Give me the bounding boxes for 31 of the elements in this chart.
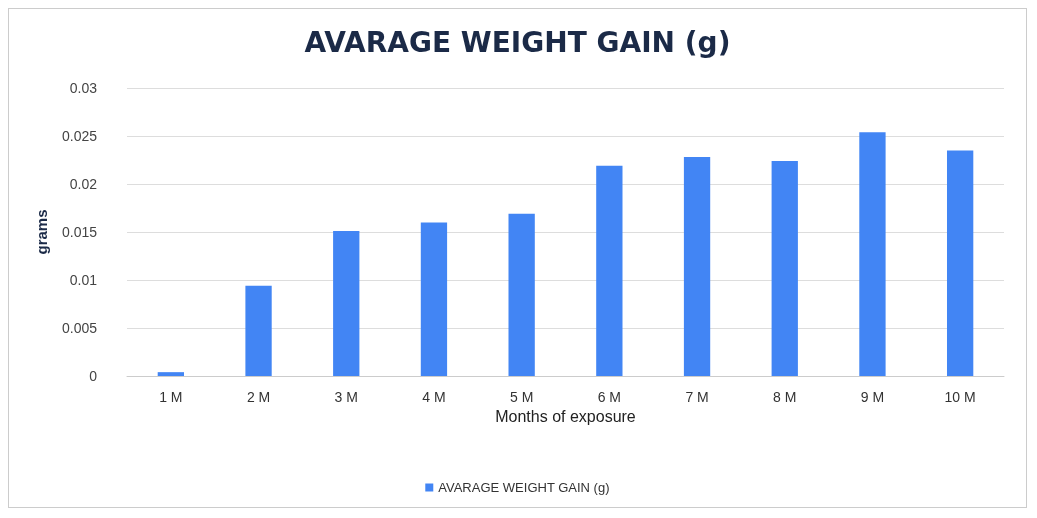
bar — [771, 160, 798, 376]
bar — [333, 231, 360, 376]
chart-title: AVARAGE WEIGHT GAIN (g) — [304, 25, 731, 59]
x-tick-label: 6 M — [597, 389, 622, 405]
bar — [596, 165, 623, 376]
x-tick-label: 9 M — [860, 389, 885, 405]
y-tick-label: 0.02 — [69, 176, 98, 192]
x-tick-label: 3 M — [334, 389, 358, 405]
y-tick-label: 0.015 — [61, 224, 98, 240]
x-tick-label: 2 M — [246, 389, 271, 405]
bar — [947, 150, 974, 376]
bar — [245, 285, 272, 376]
x-tick-label: 8 M — [773, 389, 797, 405]
bar — [420, 222, 448, 376]
bar — [508, 213, 535, 376]
y-tick-label: 0.03 — [69, 80, 98, 96]
y-tick-label: 0.025 — [61, 128, 98, 144]
x-tick-label: 5 M — [509, 389, 534, 405]
bar — [859, 132, 886, 376]
bar — [157, 372, 185, 376]
y-tick-label: 0.005 — [61, 320, 98, 336]
x-tick-label: 7 M — [685, 389, 709, 405]
y-axis-title: grams — [33, 209, 50, 255]
bar — [683, 157, 711, 376]
y-tick-label: 0.01 — [69, 272, 98, 288]
x-axis-title: Months of exposure — [495, 408, 636, 426]
y-tick-label: 0 — [89, 368, 98, 384]
x-tick-label: 10 M — [944, 389, 976, 405]
legend-label: AVARAGE WEIGHT GAIN (g) — [438, 480, 610, 495]
x-tick-label: 4 M — [422, 389, 446, 405]
x-tick-label: 1 M — [159, 389, 183, 405]
